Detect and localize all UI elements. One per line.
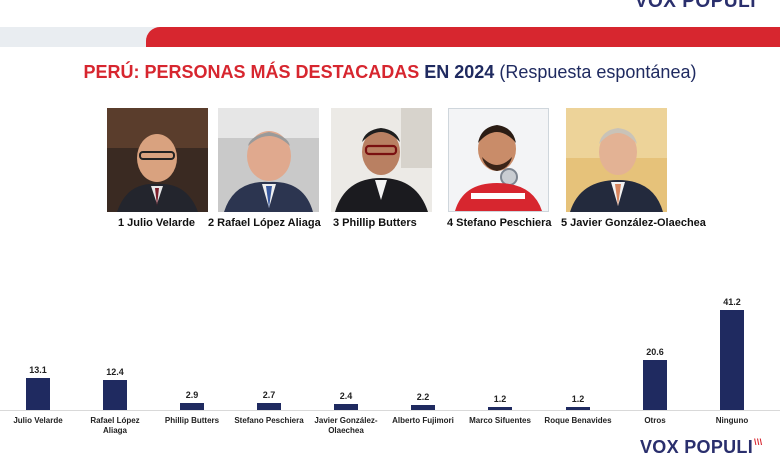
category-label-line: Javier González- [314, 416, 378, 425]
category-label-line: Olaechea [328, 426, 364, 435]
category-label-4: Stefano Peschiera [230, 416, 308, 426]
value-label-8: 1.2 [571, 394, 585, 405]
title-part-1: PERÚ: PERSONAS MÁS DESTACADAS [83, 62, 420, 82]
value-label-3: 2.9 [185, 389, 199, 400]
ranking-label-4: 4 Stefano Peschiera [447, 217, 552, 229]
portrait-photo-3 [331, 108, 432, 212]
value-label-10: 41.2 [723, 297, 741, 307]
title-part-3: (Respuesta espontánea) [499, 62, 697, 82]
ranking-label-2: 2 Rafael López Aliaga [208, 217, 321, 229]
category-label-line: Ninguno [715, 416, 749, 425]
category-label-line: Phillip Butters [164, 416, 220, 425]
category-label-line: Stefano Peschiera [234, 416, 304, 425]
category-label-line: Roque Benavides [544, 416, 612, 425]
bar-4 [257, 403, 281, 410]
value-label-4: 2.7 [262, 390, 276, 401]
ranking-label-1: 1 Julio Velarde [118, 217, 196, 229]
category-label-line: Aliaga [102, 426, 127, 435]
category-label-line: Julio Velarde [13, 416, 63, 425]
bar-2 [103, 379, 127, 410]
value-label-7: 1.2 [493, 394, 507, 405]
portrait-photo-2 [218, 108, 319, 212]
bar-10 [720, 310, 744, 410]
header-band-red [146, 27, 780, 47]
category-label-line: Marco Sifuentes [469, 416, 531, 425]
category-label-10: Ninguno [693, 416, 771, 426]
title-part-2: EN 2024 [424, 62, 495, 82]
bar-9 [643, 360, 667, 410]
bar-8 [566, 407, 590, 410]
category-label-6: Alberto Fujimori [384, 416, 462, 426]
chart-baseline [0, 410, 780, 411]
value-label-1: 13.1 [29, 365, 47, 376]
category-label-line: Rafael López [90, 416, 140, 425]
bar-3 [180, 402, 204, 410]
category-label-line: Alberto Fujimori [392, 416, 454, 425]
value-label-9: 20.6 [646, 347, 664, 357]
category-label-3: Phillip Butters [153, 416, 231, 426]
bar-1 [26, 378, 50, 410]
value-label-5: 2.4 [339, 391, 353, 402]
value-label-2: 12.4 [106, 366, 124, 377]
brand-mark-icon: \\\ [754, 437, 763, 447]
bottom-brand-text: VOX POPULI [640, 437, 754, 457]
category-label-8: Roque Benavides [539, 416, 617, 426]
portrait-photo-5 [566, 108, 667, 212]
category-label-9: Otros [616, 416, 694, 426]
value-label-6: 2.2 [416, 391, 430, 402]
ranking-label-3: 3 Phillip Butters [333, 217, 417, 229]
category-label-5: Javier González- Olaechea [307, 416, 385, 436]
page-title: PERÚ: PERSONAS MÁS DESTACADAS EN 2024 (R… [0, 62, 780, 83]
category-label-2: Rafael López Aliaga [76, 416, 154, 436]
category-label-line: Otros [644, 416, 666, 425]
top-brand-logo: VOX POPULI [634, 0, 756, 12]
portrait-photo-1 [107, 108, 208, 212]
ranking-label-5: 5 Javier González-Olaechea [561, 217, 706, 229]
bar-5 [334, 404, 358, 410]
portrait-photo-4 [448, 108, 549, 212]
category-label-7: Marco Sifuentes [461, 416, 539, 426]
bar-6 [411, 404, 435, 410]
category-label-1: Julio Velarde [0, 416, 77, 426]
bar-7 [488, 407, 512, 410]
bottom-brand-logo: VOX POPULI\\\ [640, 437, 762, 458]
